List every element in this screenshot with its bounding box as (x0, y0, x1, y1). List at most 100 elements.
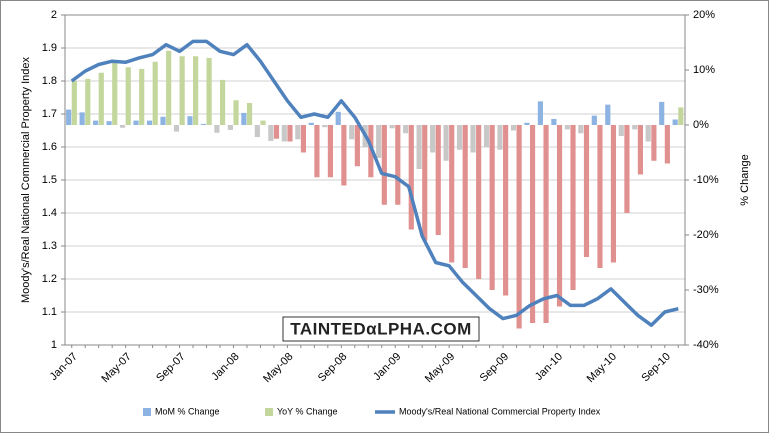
bar (403, 125, 409, 134)
bar (146, 120, 153, 125)
bar (281, 125, 287, 142)
bar (610, 125, 617, 263)
bar (295, 125, 301, 140)
bar (200, 123, 207, 125)
bar (160, 116, 166, 125)
bar (422, 125, 428, 241)
bar (624, 125, 630, 213)
legend-label: YoY % Change (277, 406, 338, 416)
bar (591, 115, 597, 125)
bar (79, 112, 85, 125)
bar (570, 125, 576, 290)
bar (524, 122, 530, 125)
bar (645, 125, 651, 142)
y-tick-label: 1.6 (42, 141, 57, 153)
bar (273, 125, 280, 139)
bar (173, 125, 180, 132)
bar (416, 125, 422, 169)
bar (187, 116, 193, 125)
y-tick-label: 1.3 (42, 240, 57, 252)
bar (556, 125, 563, 307)
bar (462, 125, 468, 268)
y-tick-label: 1.1 (42, 306, 57, 318)
bar (354, 125, 360, 167)
bar (537, 101, 543, 125)
y2-tick-label: 20% (693, 9, 715, 21)
y2-tick-label: -10% (693, 174, 719, 186)
line (70, 39, 679, 327)
bar (470, 125, 476, 153)
y-tick-label: 1.2 (42, 273, 57, 285)
bar (112, 61, 118, 125)
y-tick-label: 1.4 (42, 207, 57, 219)
bar (179, 56, 185, 125)
bar (66, 109, 72, 125)
bar (516, 125, 522, 329)
bar (678, 107, 684, 125)
bar (214, 125, 220, 133)
bar (530, 125, 536, 323)
y2-tick-label: -20% (693, 229, 719, 241)
bar (476, 125, 482, 279)
bar (381, 125, 387, 205)
bar (246, 103, 253, 125)
bar (583, 125, 590, 257)
y2-tick-label: -30% (693, 284, 719, 296)
y-tick-label: 1.7 (42, 108, 57, 120)
bar (268, 125, 274, 141)
bar (664, 125, 670, 164)
bar (139, 68, 145, 125)
y2-axis-label: % Change (739, 154, 751, 205)
bar (166, 50, 172, 125)
bar (632, 125, 638, 130)
bar (254, 125, 260, 138)
y-tick-label: 1.8 (42, 75, 57, 87)
bar (449, 125, 455, 263)
bar (605, 104, 611, 125)
bar (206, 57, 212, 125)
bar (327, 125, 333, 178)
bar (341, 125, 347, 186)
y2-tick-label: -40% (693, 339, 719, 351)
y-tick-label: 1 (51, 339, 57, 351)
bar (618, 125, 624, 136)
bar (220, 79, 226, 125)
bar (227, 125, 233, 130)
bar (119, 125, 126, 128)
bar (543, 125, 549, 323)
bar (395, 125, 401, 205)
bar (408, 125, 414, 230)
bar (389, 125, 395, 129)
bar (429, 125, 436, 153)
bar (287, 125, 293, 142)
bar (241, 112, 247, 125)
bar (637, 125, 643, 175)
bar (106, 121, 112, 125)
bar (71, 81, 77, 125)
y-tick-label: 1.5 (42, 174, 57, 186)
bar (578, 125, 584, 134)
y-tick-label: 2 (51, 9, 57, 21)
bar (152, 61, 158, 125)
bar (85, 78, 91, 125)
plot-area (64, 14, 686, 346)
bar (551, 118, 557, 125)
bar (233, 100, 239, 125)
legend-swatch (143, 408, 151, 416)
bar (503, 125, 509, 296)
bar (308, 122, 314, 125)
bar (651, 125, 657, 161)
bar (300, 125, 307, 153)
legend-label: MoM % Change (155, 406, 220, 416)
bar (564, 125, 570, 130)
bar (335, 111, 341, 125)
bar (125, 67, 131, 125)
y-tick-label: 1.9 (42, 42, 57, 54)
bar (376, 125, 382, 158)
bar (443, 125, 449, 161)
bar (435, 125, 441, 235)
bar (456, 125, 463, 150)
watermark-box (282, 316, 480, 342)
